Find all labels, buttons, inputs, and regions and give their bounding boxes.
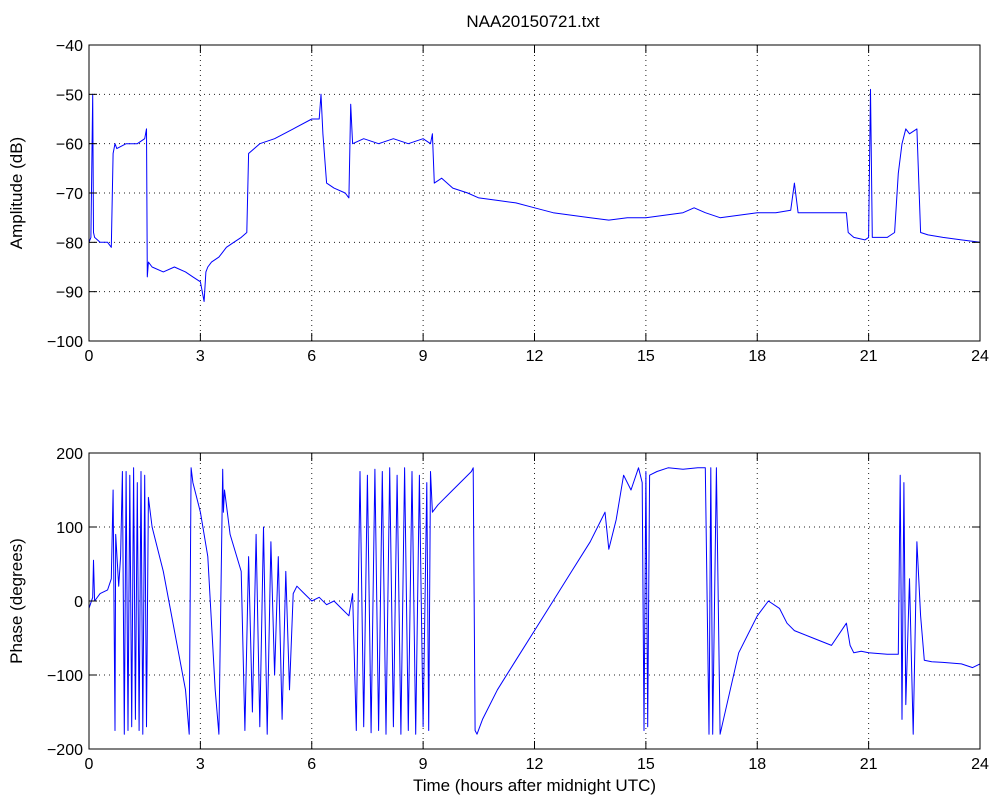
amplitude-xtick-label: 21 <box>860 348 878 365</box>
phase-series-line <box>88 467 981 735</box>
amplitude-ytick-label: −90 <box>56 285 83 302</box>
amplitude-xtick-label: 18 <box>748 348 766 365</box>
amplitude-ytick-label: −60 <box>56 137 83 154</box>
phase-xtick-label: 6 <box>307 756 316 773</box>
amplitude-xtick-label: 24 <box>971 348 989 365</box>
phase-ytick-label: −200 <box>47 742 83 759</box>
phase-y-axis-title: Phase (degrees) <box>7 538 26 664</box>
phase-xtick-label: 3 <box>196 756 205 773</box>
amplitude-panel: 0 3 6 9 12 15 18 21 24 −100 −90 −80 −70 −60 −50 −40 Ampl… <box>7 38 989 365</box>
amplitude-xtick-label: 12 <box>526 348 544 365</box>
phase-ytick-label: −100 <box>47 668 83 685</box>
amplitude-ytick-label: −80 <box>56 235 83 252</box>
phase-ytick-label: 0 <box>74 594 83 611</box>
phase-panel: 0 3 6 9 12 15 18 21 24 −200 −100 0 100 200 Phase (degr… <box>7 446 989 795</box>
phase-ytick-label: 100 <box>56 520 83 537</box>
amplitude-y-axis-title: Amplitude (dB) <box>7 137 26 249</box>
amplitude-xtick-label: 15 <box>637 348 655 365</box>
amplitude-xtick-label: 6 <box>307 348 316 365</box>
phase-ytick-label: 200 <box>56 446 83 463</box>
amplitude-series-line <box>88 88 981 302</box>
phase-xtick-label: 21 <box>860 756 878 773</box>
amplitude-ytick-label: −50 <box>56 87 83 104</box>
phase-xtick-label: 24 <box>971 756 989 773</box>
phase-xtick-label: 9 <box>419 756 428 773</box>
amplitude-xtick-label: 3 <box>196 348 205 365</box>
amplitude-ytick-label: −100 <box>47 334 83 351</box>
amplitude-ytick-label: −40 <box>56 38 83 55</box>
phase-xtick-label: 18 <box>748 756 766 773</box>
phase-x-axis-title: Time (hours after midnight UTC) <box>413 776 656 795</box>
phase-xtick-label: 12 <box>526 756 544 773</box>
amplitude-xtick-label: 9 <box>419 348 428 365</box>
amplitude-ytick-label: −70 <box>56 186 83 203</box>
chart-title: NAA20150721.txt <box>466 12 600 31</box>
phase-xtick-label: 15 <box>637 756 655 773</box>
amplitude-xtick-label: 0 <box>85 348 94 365</box>
phase-xtick-label: 0 <box>85 756 94 773</box>
